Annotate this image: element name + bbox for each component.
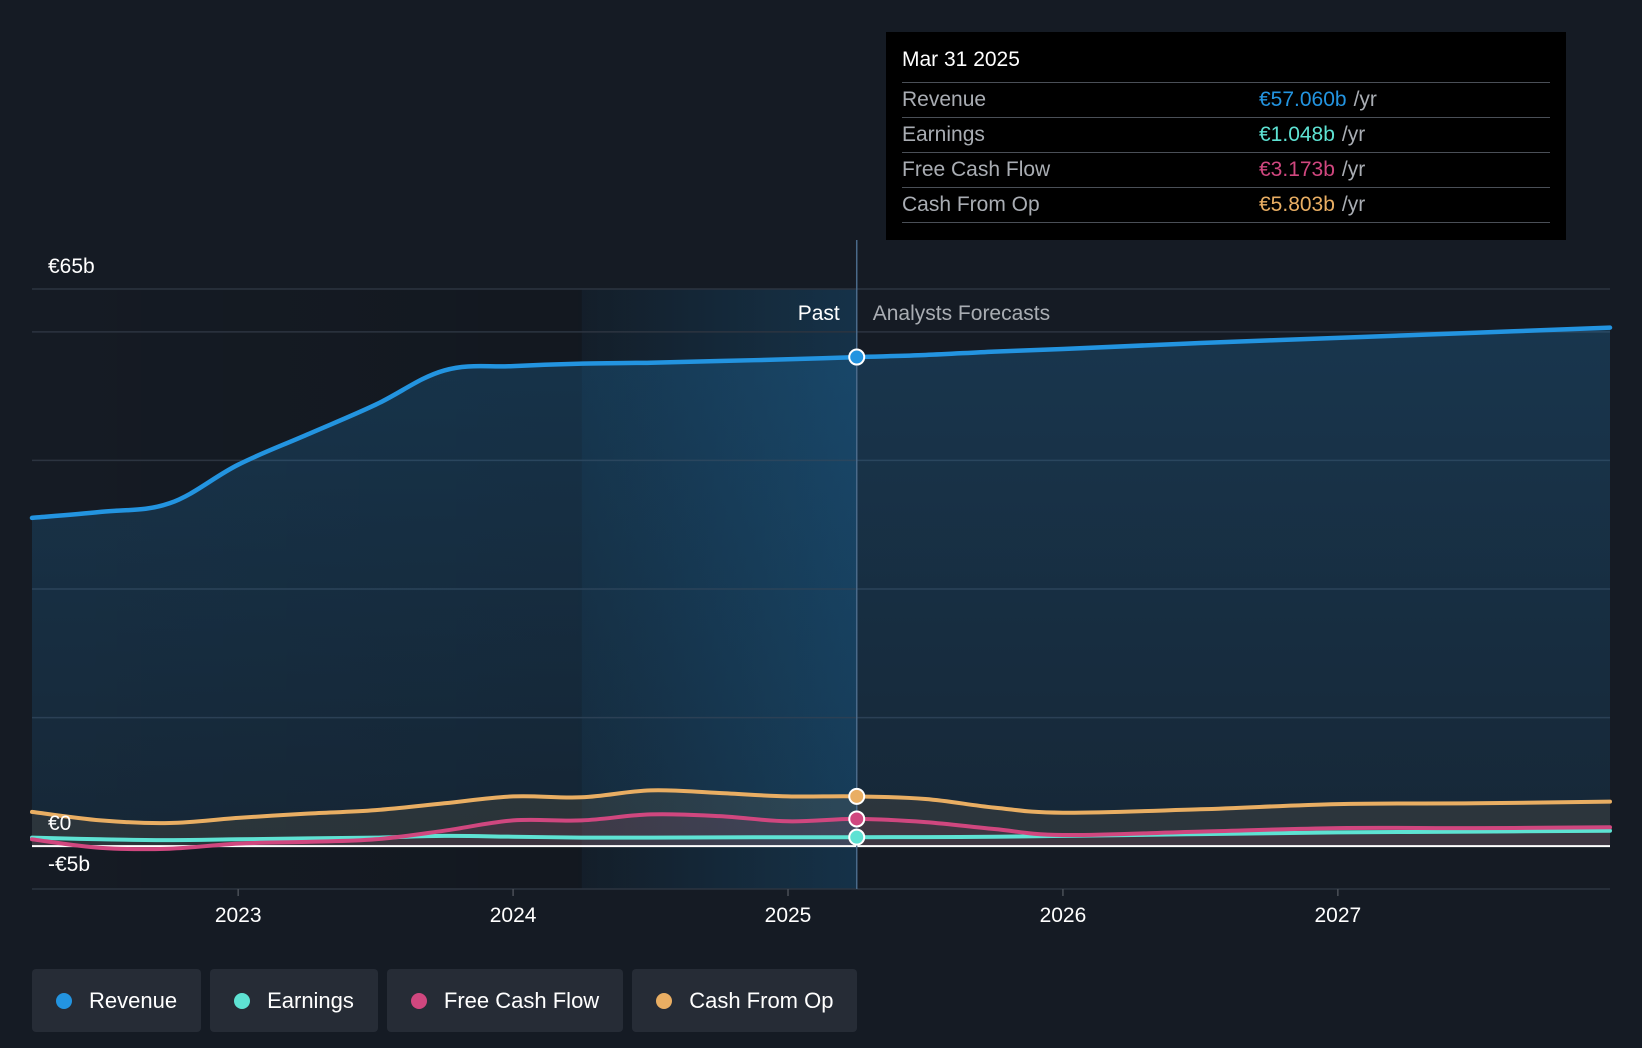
legend-item-earnings[interactable]: Earnings	[210, 969, 378, 1032]
tooltip-value: €3.173b	[1259, 158, 1335, 181]
x-tick-label: 2027	[1314, 904, 1361, 927]
tooltip-label: Cash From Op	[902, 193, 1040, 216]
free-cash-flow-line	[30, 812, 1612, 852]
y-tick-label: €0	[48, 812, 71, 835]
tooltip-value: €57.060b	[1259, 88, 1347, 111]
free-cash-flow-dot-icon	[410, 992, 427, 1009]
past-label: Past	[798, 302, 840, 325]
earnings-marker	[848, 828, 866, 846]
cash-from-op-line	[30, 788, 1612, 826]
tooltip-row-free-cash-flow: Free Cash Flow €3.173b /yr	[902, 152, 1550, 187]
tooltip-unit: /yr	[1353, 88, 1377, 111]
revenue-dot-icon	[56, 992, 72, 1009]
cash-from-op-dot-icon	[656, 992, 673, 1009]
earnings-line	[30, 828, 1612, 843]
legend-label: Earnings	[267, 987, 354, 1013]
free-cash-flow-area	[32, 814, 1610, 850]
tooltip-value: €1.048b	[1259, 123, 1335, 146]
tooltip-value: €5.803b	[1259, 193, 1335, 216]
tooltip-date: Mar 31 2025	[902, 48, 1020, 71]
tooltip-label: Free Cash Flow	[902, 158, 1051, 181]
revenue-area	[32, 327, 1610, 847]
tooltip-label: Earnings	[902, 123, 985, 146]
cash-from-op-marker	[848, 787, 866, 805]
tooltip-row-cash-from-op: Cash From Op €5.803b /yr	[902, 187, 1550, 223]
legend-item-cash-from-op[interactable]: Cash From Op	[632, 969, 858, 1032]
legend: Revenue Earnings Free Cash Flow Cash Fro…	[32, 969, 858, 1032]
revenue-line	[29, 325, 1613, 521]
y-axis-labels: €65b €0 -€5b	[48, 255, 95, 876]
tooltip-row-revenue: Revenue €57.060b /yr	[902, 82, 1550, 117]
x-tick-label: 2024	[490, 904, 537, 927]
legend-label: Revenue	[89, 987, 178, 1013]
y-tick-label: -€5b	[48, 853, 90, 876]
x-tick-label: 2025	[765, 904, 812, 927]
x-tick-label: 2023	[215, 904, 262, 927]
y-tick-label: €65b	[48, 255, 95, 278]
legend-item-revenue[interactable]: Revenue	[32, 969, 202, 1032]
free-cash-flow-marker	[848, 810, 866, 828]
tooltip-label: Revenue	[902, 88, 987, 111]
x-axis-labels: 2023 2024 2025 2026 2027	[215, 889, 1361, 927]
x-tick-label: 2026	[1040, 904, 1087, 927]
revenue-marker	[848, 348, 866, 366]
legend-label: Cash From Op	[689, 987, 834, 1013]
tooltip-unit: /yr	[1341, 158, 1366, 181]
tooltip-unit: /yr	[1341, 193, 1366, 216]
legend-label: Free Cash Flow	[443, 987, 600, 1013]
hover-markers	[848, 348, 866, 846]
earnings-dot-icon	[234, 992, 251, 1009]
tooltip-row-earnings: Earnings €1.048b /yr	[902, 117, 1550, 152]
tooltip: Mar 31 2025 Revenue €57.060b /yr Earning…	[886, 32, 1566, 240]
analysts-forecasts-label: Analysts Forecasts	[873, 302, 1050, 325]
tooltip-unit: /yr	[1341, 123, 1366, 146]
legend-item-free-cash-flow[interactable]: Free Cash Flow	[386, 969, 624, 1032]
